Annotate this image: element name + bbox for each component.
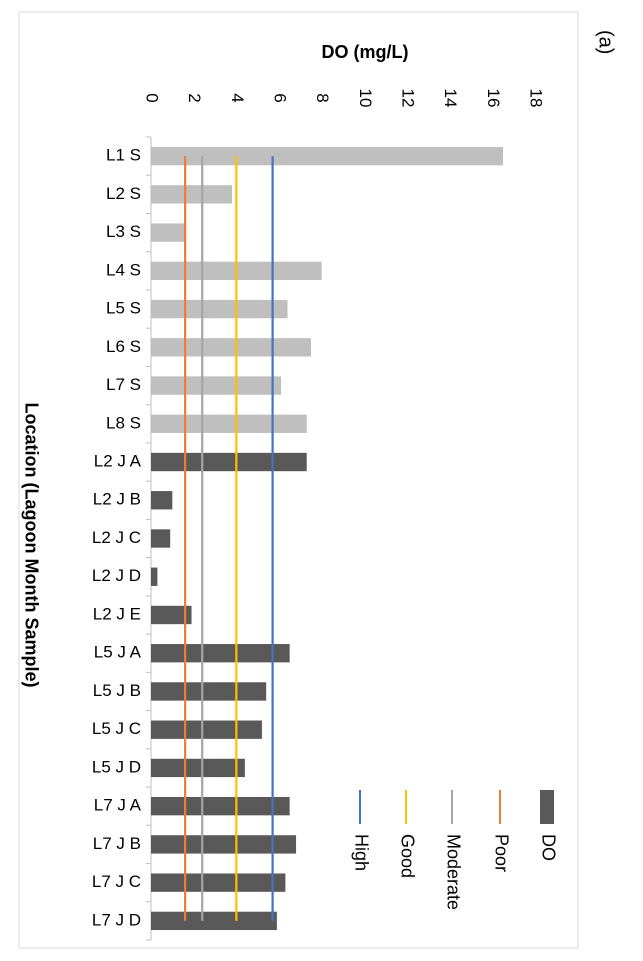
category-tick-label: L7 J A <box>94 796 142 815</box>
category-tick-label: L5 J D <box>92 757 141 776</box>
bar-do <box>151 146 503 166</box>
value-tick-label: 2 <box>185 93 204 102</box>
category-tick-label: L7 S <box>106 375 141 394</box>
bar-do <box>151 644 290 663</box>
category-tick-label: L5 S <box>106 299 141 318</box>
category-tick-label: L4 S <box>106 260 141 279</box>
value-tick-label: 4 <box>228 93 247 102</box>
category-tick-label: L8 S <box>106 413 141 432</box>
chart-border <box>18 11 579 949</box>
bar-do <box>151 338 311 357</box>
legend-label-high: High <box>351 834 371 871</box>
category-tick-label: L7 J C <box>92 872 141 891</box>
bar-do <box>151 682 267 701</box>
value-tick-label: 16 <box>484 89 503 108</box>
category-tick-label: L2 J E <box>93 604 141 623</box>
category-tick-label: L2 J C <box>92 528 141 547</box>
category-tick-label: L2 J A <box>94 452 142 471</box>
value-tick-label: 0 <box>143 93 162 102</box>
category-tick-label: L5 J B <box>93 681 141 700</box>
value-tick-label: 8 <box>313 93 332 102</box>
value-tick-label: 14 <box>441 89 460 108</box>
bar-do <box>151 299 288 319</box>
bar-do <box>151 911 277 931</box>
legend-swatch-do <box>540 790 554 824</box>
category-tick-label: L5 J A <box>94 643 142 662</box>
category-tick-label: L2 J D <box>92 566 141 585</box>
bar-do <box>151 452 307 472</box>
value-axis-title: DO (mg/L) <box>322 42 409 62</box>
bar-do <box>151 491 173 510</box>
category-tick-label: L5 J C <box>92 719 141 738</box>
legend-label-good: Good <box>397 834 417 878</box>
category-tick-label: L2 J B <box>93 490 141 509</box>
value-tick-label: 6 <box>271 93 290 102</box>
category-tick-label: L6 S <box>106 337 141 356</box>
category-tick-label: L7 J D <box>92 910 141 929</box>
category-tick-label: L3 S <box>106 222 141 241</box>
bar-do <box>151 758 245 778</box>
bar-do <box>151 223 186 242</box>
value-tick-label: 12 <box>399 89 418 108</box>
value-tick-label: 10 <box>356 89 375 108</box>
legend-label-do: DO <box>538 834 558 861</box>
bar-do <box>151 873 286 892</box>
bar-do <box>151 414 307 433</box>
category-tick-label: L7 J B <box>93 834 141 853</box>
bar-do <box>151 529 171 548</box>
category-tick-label: L2 S <box>106 184 141 203</box>
bar-do <box>151 605 192 625</box>
bar-do <box>151 835 297 854</box>
bar-do <box>151 567 158 586</box>
bar-do <box>151 796 290 816</box>
panel-label: (a) <box>595 30 617 54</box>
category-tick-label: L1 S <box>106 146 141 165</box>
legend-label-poor: Poor <box>491 834 511 872</box>
legend-label-moderate: Moderate <box>443 834 463 910</box>
bar-do <box>151 376 282 395</box>
category-axis-title: Location (Lagoon Month Sample) <box>21 403 41 688</box>
bar-do <box>151 185 233 204</box>
value-tick-label: 18 <box>527 89 546 108</box>
bar-do <box>151 720 262 739</box>
